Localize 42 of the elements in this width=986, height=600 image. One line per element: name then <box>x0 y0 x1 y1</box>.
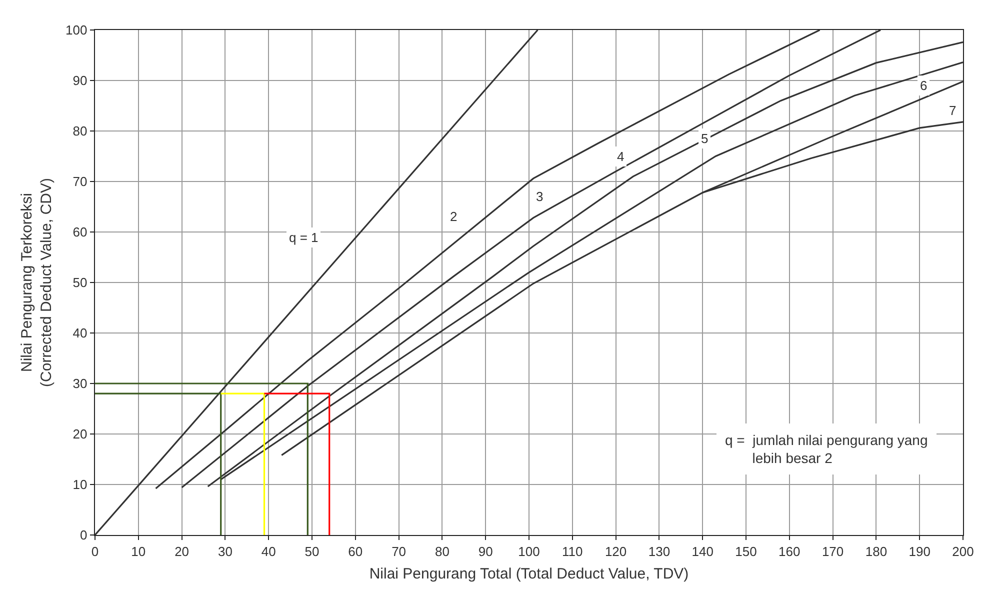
x-tick-label: 160 <box>778 544 800 559</box>
x-axis-title: Nilai Pengurang Total (Total Deduct Value, TDV) <box>369 566 689 583</box>
annotation: 3 <box>536 189 544 204</box>
y-tick-label: 90 <box>72 73 88 88</box>
x-tick-label: 30 <box>218 544 232 559</box>
x-tick-label: 150 <box>735 544 757 559</box>
x-tick-label: 60 <box>348 544 363 559</box>
y-axis-title: Nilai Pengurang Terkoreksi (Corrected Deduct Value, CDV) <box>18 178 55 387</box>
y-tick-label: 30 <box>72 376 88 392</box>
y-tick-label: 40 <box>72 326 88 341</box>
x-tick-label: 100 <box>518 544 540 559</box>
annotation: 7 <box>949 103 956 118</box>
annotation: 5 <box>701 131 708 146</box>
x-tick-label: 120 <box>604 544 627 559</box>
y-tick-label: 0 <box>80 528 88 543</box>
x-tick-label: 180 <box>865 544 888 559</box>
annotation: q = 1 <box>289 230 318 245</box>
x-tick-label: 190 <box>908 544 930 559</box>
annotation: 4 <box>617 149 624 164</box>
x-tick-label: 0 <box>91 544 99 559</box>
annotation: 6 <box>920 78 928 93</box>
x-tick-label: 170 <box>822 544 844 559</box>
x-tick-label: 40 <box>261 544 276 559</box>
x-tick-label: 80 <box>434 544 450 559</box>
annotation: q = jumlah nilai pengurang yang lebih besar 2 <box>725 432 928 466</box>
x-tick-label: 10 <box>131 544 146 559</box>
x-tick-label: 130 <box>648 544 670 559</box>
x-tick-label: 20 <box>174 544 190 559</box>
x-tick-label: 50 <box>304 544 320 559</box>
y-tick-label: 80 <box>72 124 88 139</box>
y-tick-label: 10 <box>72 477 88 492</box>
y-tick-label: 100 <box>65 22 88 38</box>
y-tick-label: 50 <box>72 275 88 290</box>
y-tick-label: 20 <box>72 426 88 442</box>
x-tick-label: 90 <box>478 544 493 559</box>
y-tick-label: 60 <box>72 224 88 240</box>
x-tick-label: 200 <box>952 544 974 559</box>
x-tick-label: 110 <box>562 544 583 559</box>
annotation: 2 <box>450 209 458 224</box>
x-tick-label: 70 <box>392 544 406 559</box>
y-tick-label: 70 <box>72 174 88 190</box>
x-tick-label: 140 <box>692 544 714 559</box>
